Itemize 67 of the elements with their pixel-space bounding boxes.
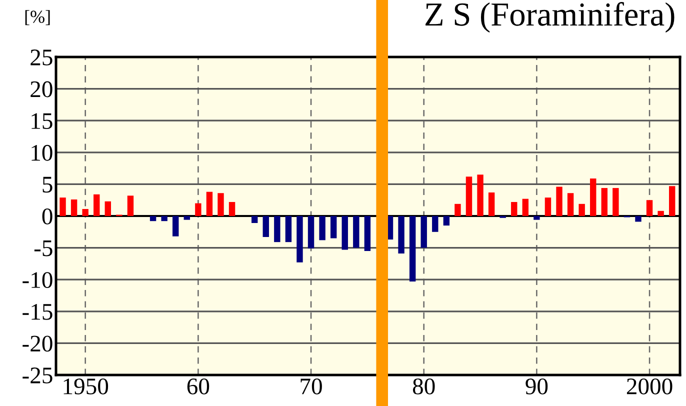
bar bbox=[409, 216, 416, 282]
bar bbox=[488, 192, 495, 216]
y-tick-label: -15 bbox=[22, 304, 52, 320]
bar bbox=[195, 203, 202, 216]
bar bbox=[70, 199, 78, 216]
bar bbox=[353, 216, 360, 248]
bar bbox=[184, 216, 190, 220]
bar bbox=[342, 216, 348, 250]
bar bbox=[646, 200, 653, 216]
bar bbox=[308, 216, 314, 248]
y-axis-title: [%] bbox=[25, 10, 50, 26]
bar bbox=[150, 216, 156, 222]
bar bbox=[330, 216, 337, 238]
bar bbox=[161, 216, 168, 222]
bar bbox=[466, 176, 472, 216]
bar bbox=[534, 216, 540, 220]
bar bbox=[454, 204, 461, 216]
bar bbox=[274, 216, 280, 242]
x-tick-label: 60 bbox=[187, 378, 210, 394]
bar bbox=[104, 201, 112, 216]
bar bbox=[578, 204, 585, 216]
bar bbox=[172, 216, 179, 236]
bar bbox=[251, 216, 258, 223]
bar bbox=[601, 188, 608, 216]
bar bbox=[218, 193, 224, 216]
bar bbox=[94, 194, 100, 216]
y-tick-label: 20 bbox=[30, 81, 52, 98]
x-tick-label: 2000 bbox=[626, 378, 672, 394]
bar bbox=[206, 192, 213, 216]
y-tick-label: 0 bbox=[42, 208, 52, 224]
bar bbox=[285, 216, 292, 242]
bar bbox=[443, 216, 450, 226]
chart-title: Z S (Foraminifera) bbox=[426, 2, 674, 33]
bar bbox=[420, 216, 427, 248]
x-tick-label: 70 bbox=[300, 378, 322, 394]
bar bbox=[567, 193, 574, 216]
bar bbox=[432, 216, 438, 232]
bar bbox=[60, 198, 66, 216]
y-tick-label: 10 bbox=[32, 144, 52, 161]
bar bbox=[511, 202, 518, 216]
bar bbox=[612, 188, 619, 216]
x-tick-label: 80 bbox=[412, 378, 435, 394]
x-tick-label: 90 bbox=[526, 378, 548, 394]
y-tick-label: 15 bbox=[32, 113, 52, 130]
bar bbox=[658, 210, 664, 216]
bar bbox=[296, 216, 303, 262]
bar bbox=[522, 198, 529, 216]
bar bbox=[556, 186, 562, 216]
y-tick-label: -5 bbox=[34, 240, 52, 256]
bar bbox=[398, 216, 404, 254]
bar bbox=[669, 186, 676, 216]
bar bbox=[228, 202, 236, 216]
bar bbox=[262, 216, 269, 237]
y-tick-label: -20 bbox=[22, 336, 52, 352]
bar bbox=[364, 216, 371, 251]
bar bbox=[127, 196, 134, 216]
bar bbox=[82, 209, 88, 216]
bar bbox=[319, 216, 326, 240]
bar bbox=[544, 198, 552, 216]
y-tick-label: 25 bbox=[30, 50, 52, 66]
x-tick-label: 1950 bbox=[64, 378, 108, 394]
y-tick-label: -25 bbox=[22, 368, 52, 384]
bar bbox=[635, 216, 642, 222]
bar bbox=[590, 178, 596, 216]
bar bbox=[477, 174, 484, 216]
y-tick-label: 5 bbox=[42, 176, 52, 193]
y-tick-label: -10 bbox=[22, 272, 52, 288]
